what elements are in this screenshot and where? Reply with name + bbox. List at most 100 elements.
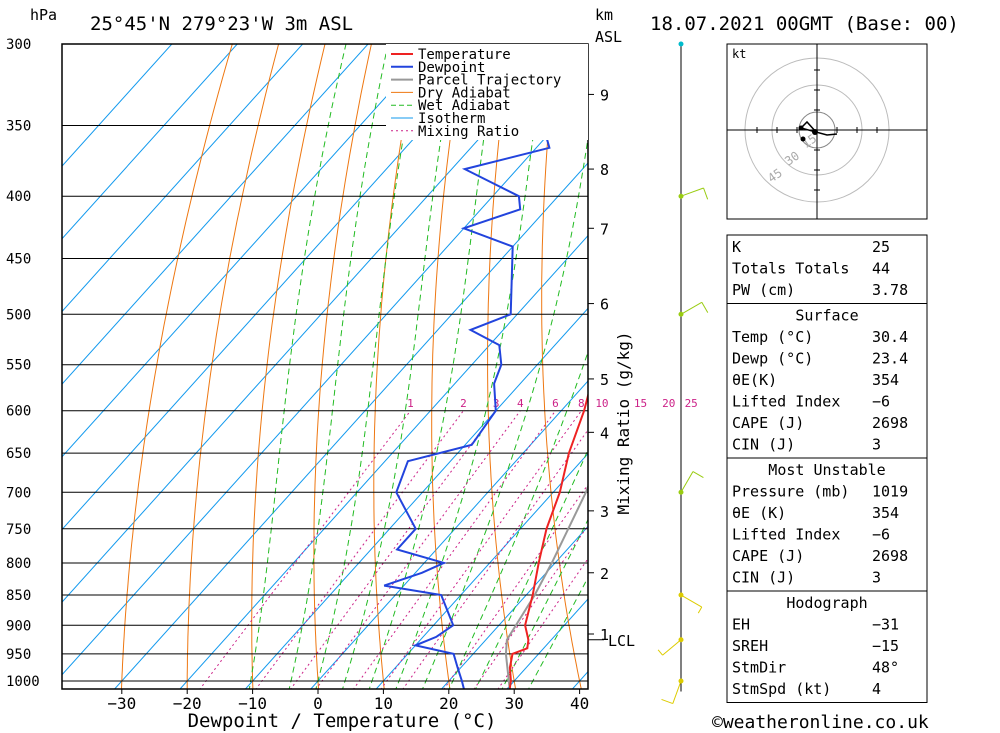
pressure-tick-label: 900 [6,618,31,634]
km-tick-label: 9 [600,86,609,104]
temperature-tick-label: 40 [570,694,589,713]
mixing-ratio-labels: 1 2 3 4 6 8 10 15 20 25 [407,397,698,410]
mixing-ratio-tick-label: 25 [685,397,698,410]
legend-entry-label: Wet Adiabat [418,98,511,114]
plot-frame [61,43,589,690]
hodograph-indices-row-label: SREH [732,637,768,655]
wind-barb-flag [657,649,663,656]
surface-row-value: 354 [872,371,899,389]
wind-barb-shaft [672,680,682,704]
datetime-title: 18.07.2021 00GMT (Base: 00) [650,13,959,35]
temperature-tick-label: −30 [107,694,136,713]
temperature-tick-label: 0 [313,694,323,713]
km-tick-label: 7 [600,220,609,238]
surface-row-value: 3 [872,436,881,454]
wet-adiabat-line [248,44,347,689]
dry-adiabat-line [965,0,1000,702]
hodograph-indices-row-label: EH [732,616,750,634]
surface-row-label: CAPE (J) [732,414,804,432]
height-unit-asl: ASL [595,28,622,46]
profiles [383,44,588,689]
hodograph-indices-row-label: StmSpd (kt) [732,680,831,698]
mixing-ratio-line [255,410,464,689]
most-unstable-row-label: θE (K) [732,504,786,522]
mixing-ratio-tick-label: 20 [662,397,675,410]
hodograph-ring-label: 45 [765,166,785,186]
pressure-tick-label: 450 [6,252,31,268]
km-tick-label: 4 [600,424,609,442]
wet-adiabat-line [315,44,421,689]
basic-indices-row-value: 44 [872,260,890,278]
pressure-tick-label: 850 [6,588,31,604]
pressure-tick-label: 800 [6,556,31,572]
wind-barb-shaft [680,471,694,493]
basic-indices-row-value: 25 [872,238,890,256]
wet-adiabat-line [395,44,547,689]
most-unstable-row-value: 3 [872,569,881,587]
temperature-tick-label: 20 [439,694,458,713]
surface-row-value: 30.4 [872,328,908,346]
x-axis-title: Dewpoint / Temperature (°C) [188,710,497,732]
surface-row-value: −6 [872,393,890,411]
pressure-tick-label: 400 [6,189,31,205]
mixing-ratio-line [402,429,588,689]
hodograph-point [798,125,804,131]
wet-adiabat-line [475,448,588,689]
hodograph-indices-row-label: StmDir [732,659,786,677]
dry-adiabat-line [487,44,517,689]
hodograph-indices-row-value: 4 [872,680,881,698]
surface-row-label: Dewp (°C) [732,350,813,368]
pressure-tick-label: 550 [6,358,31,374]
mixing-ratio-line [315,410,521,689]
hodograph-indices-box [726,590,928,703]
km-tick-label: 2 [600,565,609,583]
wet-adiabat-line [527,576,588,689]
hodograph-unit: kt [732,47,746,61]
legend-entry-label: Isotherm [418,111,485,127]
dry-adiabat-line [251,44,326,689]
most-unstable-box [726,457,928,592]
surface-row-value: 2698 [872,414,908,432]
wet-adiabat-line [288,44,389,689]
lcl-label: LCL [608,632,635,650]
location-title: 25°45'N 279°23'W 3m ASL [90,13,353,35]
footer-credit: ©weatheronline.co.uk [712,712,929,733]
wet-adiabat-line [501,518,588,689]
isotherm-line [62,44,173,167]
legend-entry-label: Dewpoint [418,60,485,76]
hodograph-indices-title: Hodograph [786,594,867,612]
parcel-trajectory-line [504,483,588,689]
pressure-tick-label: 700 [6,485,31,501]
surface-row-label: CIN (J) [732,436,795,454]
mixing-ratio-line [199,410,411,689]
hodograph-frame [726,43,928,220]
most-unstable-row-value: 2698 [872,547,908,565]
mixing-ratio-line [352,410,556,689]
dry-adiabat-line [921,0,1000,702]
isotherm-line [179,234,588,689]
mixing-ratio-tick-label: 10 [595,397,608,410]
pressure-tick-label: 1000 [6,674,40,690]
hodograph-storm-motion-dot [812,129,818,135]
legend-entry-label: Dry Adiabat [418,85,511,101]
most-unstable-row-value: 1019 [872,483,908,501]
dry-adiabat-line [186,44,280,689]
isotherm-line [244,307,588,689]
axes: 3003504004505005506006507007508008509009… [6,37,635,713]
wind-barb-flag [703,187,709,200]
legend-entry-label: Parcel Trajectory [418,73,561,89]
pressure-tick-label: 750 [6,522,31,538]
isotherm-line [375,452,588,689]
wet-adiabat-line [368,44,499,689]
temperature-line [508,391,588,689]
wind-barb-flag [692,471,704,478]
surface-box [726,303,928,459]
wind-barb-shaft [662,639,682,656]
hodograph-ring-label: 15 [799,131,819,151]
temperature-tick-label: 30 [505,694,524,713]
mixing-ratio-tick-label: 15 [634,397,647,410]
km-tick-label: 8 [600,161,609,179]
most-unstable-row-value: 354 [872,504,899,522]
plot-lines [62,0,1000,702]
